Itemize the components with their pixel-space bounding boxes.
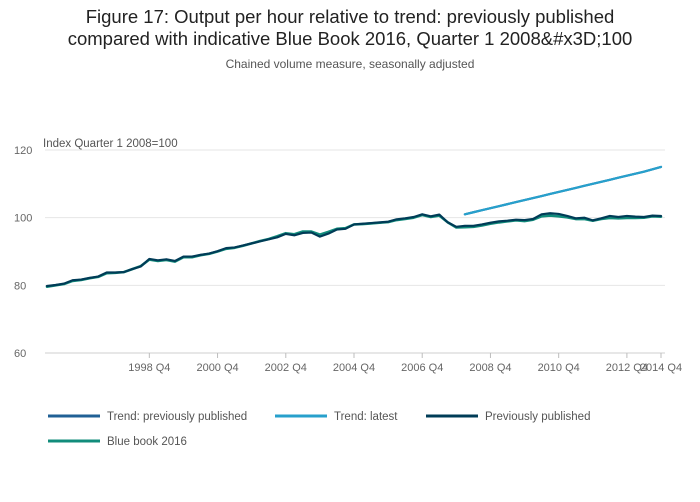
x-tick-label: 1998 Q4 bbox=[128, 362, 170, 374]
legend-label: Trend: previously published bbox=[107, 411, 247, 423]
y-tick-label: 60 bbox=[14, 348, 26, 360]
chart-subtitle: Chained volume measure, seasonally adjus… bbox=[225, 57, 475, 71]
series-line-3 bbox=[45, 213, 663, 288]
y-tick-label: 100 bbox=[14, 213, 32, 225]
x-tick-label: 2012 Q4 bbox=[606, 362, 648, 374]
y-axis-label: Index Quarter 1 2008=100 bbox=[43, 138, 178, 150]
chart-title-line1: Figure 17: Output per hour relative to t… bbox=[85, 6, 615, 27]
legend-label: Blue book 2016 bbox=[107, 436, 187, 448]
legend-label: Previously published bbox=[485, 411, 590, 423]
grid-lines bbox=[45, 149, 665, 354]
x-tick-label: 2000 Q4 bbox=[196, 362, 238, 374]
x-tick-label: 2008 Q4 bbox=[469, 362, 511, 374]
legend: Trend: previously published Trend: latest… bbox=[48, 411, 590, 448]
chart-title-line2: compared with indicative Blue Book 2016,… bbox=[67, 28, 633, 49]
y-axis-ticks: 60 80 100 120 bbox=[14, 145, 32, 360]
y-tick-label: 80 bbox=[14, 280, 26, 292]
chart-title: Figure 17: Output per hour relative to t… bbox=[0, 6, 700, 50]
x-tick-label: 2010 Q4 bbox=[538, 362, 580, 374]
x-tick-label: 2014 Q4 bbox=[640, 362, 682, 374]
x-tick-label: 2006 Q4 bbox=[401, 362, 443, 374]
legend-label: Trend: latest bbox=[334, 411, 398, 423]
x-tick-label: 2004 Q4 bbox=[333, 362, 375, 374]
series-line-1 bbox=[463, 165, 663, 216]
y-tick-label: 120 bbox=[14, 145, 32, 157]
x-tick-label: 2002 Q4 bbox=[265, 362, 307, 374]
series-lines bbox=[45, 165, 663, 288]
series-line-2 bbox=[45, 212, 663, 288]
x-axis-ticks: 1998 Q4 2000 Q4 2002 Q4 2004 Q4 2006 Q4 2008 … bbox=[128, 353, 682, 374]
